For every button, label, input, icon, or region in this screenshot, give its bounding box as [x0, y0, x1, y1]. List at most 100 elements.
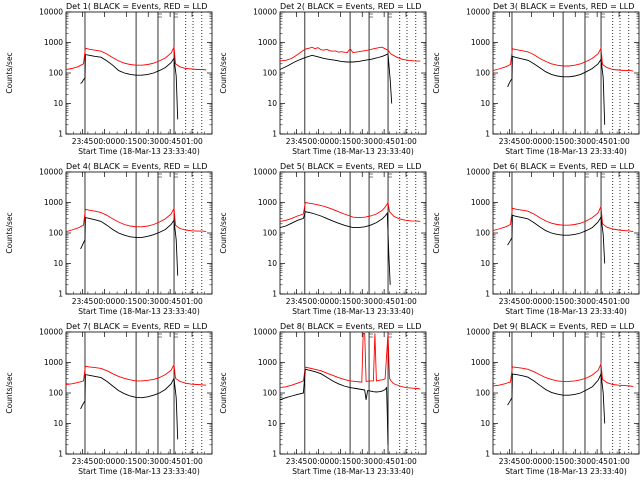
y-tick-label: 1000: [471, 358, 490, 367]
y-tick-label: 10: [53, 259, 63, 268]
marker-flag: [584, 173, 589, 178]
x-tick-label: 01:00: [395, 457, 417, 466]
series-lld-line: [65, 363, 207, 386]
series-lld-line: [492, 362, 634, 387]
marker-flag: [584, 13, 589, 18]
y-tick-label: 100: [263, 229, 278, 238]
y-tick-label: 1: [485, 290, 490, 299]
x-tick-label: 00:15: [116, 457, 138, 466]
x-tick-label: 01:00: [181, 457, 203, 466]
y-axis-label: Counts/sec: [432, 372, 441, 413]
x-tick-label: 00:30: [564, 137, 586, 146]
y-axis-label: Counts/sec: [219, 212, 228, 253]
series-events-line: [507, 55, 606, 125]
x-tick-label: 23:45: [286, 137, 308, 146]
marker-flag: [388, 333, 393, 338]
y-tick-label: 10: [267, 259, 277, 268]
series-lld-line: [279, 201, 421, 222]
x-tick-label: 00:00: [521, 137, 543, 146]
x-tick-label: 00:00: [94, 457, 116, 466]
marker-flag: [388, 13, 393, 18]
y-tick-label: 1000: [44, 358, 63, 367]
panel-3: Det 3( BLACK = Events, RED = LLD Counts/s…: [432, 2, 640, 156]
marker-flag: [601, 13, 606, 18]
x-tick-label: 23:45: [499, 457, 521, 466]
marker-flag: [157, 13, 162, 18]
x-tick-label: 00:00: [308, 137, 330, 146]
y-tick-label: 1000: [44, 38, 63, 47]
marker-flag: [388, 173, 393, 178]
x-tick-label: 01:00: [608, 297, 630, 306]
x-tick-label: 00:30: [351, 137, 373, 146]
x-tick-label: 00:30: [137, 457, 159, 466]
series-lld-line: [65, 45, 207, 71]
plot-frame: [492, 171, 640, 295]
series-lld-line: [492, 46, 634, 72]
marker-flag: [369, 173, 374, 178]
panel-7: Det 7( BLACK = Events, RED = LLD Counts/s…: [5, 322, 213, 476]
x-tick-label: 00:15: [330, 137, 352, 146]
x-tick-label: 00:00: [94, 137, 116, 146]
x-tick-label: 01:00: [608, 457, 630, 466]
x-tick-label: 00:15: [330, 297, 352, 306]
y-tick-label: 1000: [258, 358, 277, 367]
marker-flag: [369, 13, 374, 18]
x-tick-label: 00:15: [116, 297, 138, 306]
panel-title: Det 8( BLACK = Events, RED = LLD: [280, 322, 421, 331]
x-tick-label: 00:00: [308, 457, 330, 466]
y-tick-label: 100: [263, 69, 278, 78]
marker-flag: [601, 333, 606, 338]
x-axis-label: Start Time (18-Mar-13 23:33:40): [78, 467, 200, 476]
series-events-line: [279, 53, 393, 104]
marker-flag: [174, 173, 179, 178]
panel-5: Det 5( BLACK = Events, RED = LLD Counts/s…: [219, 162, 427, 316]
x-tick-label: 00:45: [159, 457, 181, 466]
x-axis-label: Start Time (18-Mar-13 23:33:40): [505, 307, 627, 316]
series-events-line: [507, 372, 606, 424]
y-tick-label: 1000: [258, 38, 277, 47]
x-tick-label: 23:45: [72, 457, 94, 466]
x-tick-label: 00:45: [586, 137, 608, 146]
y-tick-label: 10000: [39, 328, 63, 337]
plot-frame: [65, 11, 213, 135]
y-tick-label: 100: [476, 69, 491, 78]
x-tick-label: 01:00: [395, 137, 417, 146]
y-tick-label: 10000: [39, 8, 63, 17]
y-axis-label: Counts/sec: [5, 212, 14, 253]
panel-8: Det 8( BLACK = Events, RED = LLD Counts/s…: [219, 322, 427, 476]
x-tick-label: 00:15: [543, 297, 565, 306]
x-axis-label: Start Time (18-Mar-13 23:33:40): [505, 467, 627, 476]
x-tick-label: 23:45: [499, 297, 521, 306]
x-tick-label: 00:45: [373, 137, 395, 146]
y-tick-label: 10000: [253, 328, 277, 337]
x-tick-label: 00:45: [586, 297, 608, 306]
marker-flag: [369, 333, 374, 338]
y-tick-label: 1: [272, 290, 277, 299]
y-axis-label: Counts/sec: [432, 212, 441, 253]
y-tick-label: 1: [272, 450, 277, 459]
y-tick-label: 1000: [258, 198, 277, 207]
x-tick-label: 00:15: [543, 137, 565, 146]
x-tick-label: 01:00: [395, 297, 417, 306]
plot-frame: [279, 171, 427, 295]
x-axis-label: Start Time (18-Mar-13 23:33:40): [292, 467, 414, 476]
panel-title: Det 2( BLACK = Events, RED = LLD: [280, 2, 421, 11]
x-tick-label: 00:15: [330, 457, 352, 466]
y-tick-label: 10: [480, 99, 490, 108]
y-tick-label: 10000: [39, 168, 63, 177]
series-lld-line: [279, 46, 421, 62]
x-tick-label: 00:00: [521, 297, 543, 306]
y-tick-label: 100: [49, 69, 64, 78]
panel-1: Det 1( BLACK = Events, RED = LLD Counts/s…: [5, 2, 213, 156]
x-tick-label: 00:30: [137, 297, 159, 306]
panel-title: Det 4( BLACK = Events, RED = LLD: [66, 162, 207, 171]
panel-title: Det 5( BLACK = Events, RED = LLD: [280, 162, 421, 171]
plot-frame: [492, 11, 640, 135]
marker-flag: [174, 333, 179, 338]
y-axis-label: Counts/sec: [5, 372, 14, 413]
y-tick-label: 100: [476, 389, 491, 398]
panel-4: Det 4( BLACK = Events, RED = LLD Counts/s…: [5, 162, 213, 316]
x-tick-label: 00:30: [137, 137, 159, 146]
